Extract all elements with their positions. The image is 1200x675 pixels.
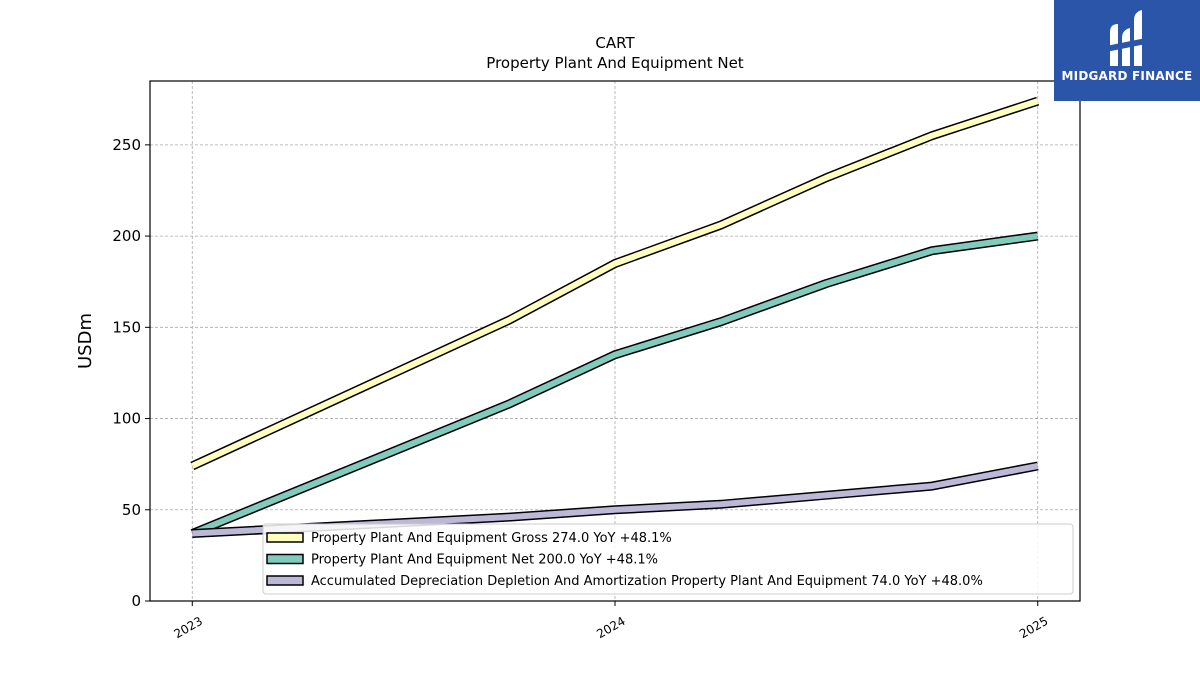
y-tick-label: 100 [112, 410, 141, 428]
x-tick-label: 2024 [594, 614, 627, 641]
y-tick-label: 0 [131, 592, 141, 610]
y-axis-label: USDm [75, 313, 96, 369]
x-axis: 2023 2024 2025 [172, 601, 1050, 641]
legend-label-3: Accumulated Depreciation Depletion And A… [311, 574, 983, 589]
y-tick-label: 200 [112, 227, 141, 245]
legend-swatch-3 [266, 575, 304, 586]
legend-swatch-1 [266, 532, 304, 543]
legend-label-2: Property Plant And Equipment Net 200.0 Y… [311, 553, 658, 568]
x-tick-label: 2023 [172, 614, 205, 641]
legend-box [262, 523, 1074, 595]
y-tick-label: 50 [122, 501, 141, 519]
series-line-2 [191, 233, 1039, 537]
chart-title: CART [595, 34, 635, 52]
grid-lines [150, 81, 1080, 601]
series-line-1 [191, 98, 1039, 469]
brand-logo: MIDGARD FINANCE [1054, 0, 1200, 101]
legend-swatch-2 [266, 553, 304, 565]
y-tick-label: 250 [112, 136, 141, 154]
legend-label-1: Property Plant And Equipment Gross 274.0… [311, 531, 672, 546]
series-line-3 [192, 463, 1039, 537]
legend: Property Plant And Equipment Gross 274.0… [262, 523, 1074, 595]
brand-name: MIDGARD FINANCE [1061, 69, 1193, 83]
midgard-logo-icon [1106, 10, 1146, 66]
chart-subtitle: Property Plant And Equipment Net [486, 54, 743, 72]
y-axis: 0 50 100 150 200 250 [112, 136, 150, 610]
x-tick-label: 2025 [1017, 614, 1050, 641]
y-tick-label: 150 [112, 318, 141, 336]
series-layer [190, 96, 1040, 538]
